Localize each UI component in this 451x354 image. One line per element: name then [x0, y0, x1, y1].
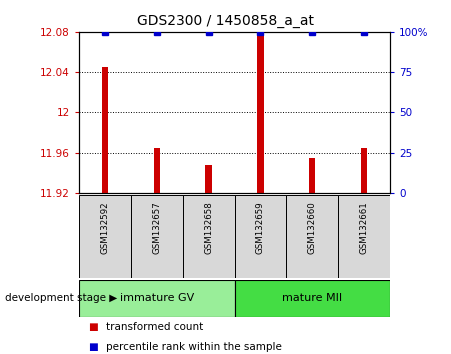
Text: GSM132658: GSM132658 [204, 201, 213, 254]
Bar [154, 148, 160, 193]
Bar [309, 158, 315, 193]
Bar [131, 195, 183, 278]
Text: mature MII: mature MII [282, 293, 342, 303]
Text: GSM132659: GSM132659 [256, 201, 265, 254]
Bar [361, 148, 367, 193]
Text: GSM132661: GSM132661 [360, 201, 368, 254]
Text: transformed count: transformed count [106, 322, 203, 332]
Text: ■: ■ [88, 322, 98, 332]
Bar [286, 195, 338, 278]
Bar [258, 32, 263, 193]
Bar [79, 195, 131, 278]
Bar [235, 280, 390, 317]
Text: GDS2300 / 1450858_a_at: GDS2300 / 1450858_a_at [137, 14, 314, 28]
Bar [183, 195, 235, 278]
Text: GSM132592: GSM132592 [101, 201, 109, 254]
Text: ■: ■ [88, 342, 98, 352]
Bar [79, 280, 235, 317]
Bar [338, 195, 390, 278]
Text: development stage ▶: development stage ▶ [5, 293, 117, 303]
Text: GSM132660: GSM132660 [308, 201, 317, 254]
Bar [206, 165, 212, 193]
Bar [235, 195, 286, 278]
Bar [102, 67, 108, 193]
Text: GSM132657: GSM132657 [152, 201, 161, 254]
Text: immature GV: immature GV [120, 293, 194, 303]
Text: percentile rank within the sample: percentile rank within the sample [106, 342, 282, 352]
